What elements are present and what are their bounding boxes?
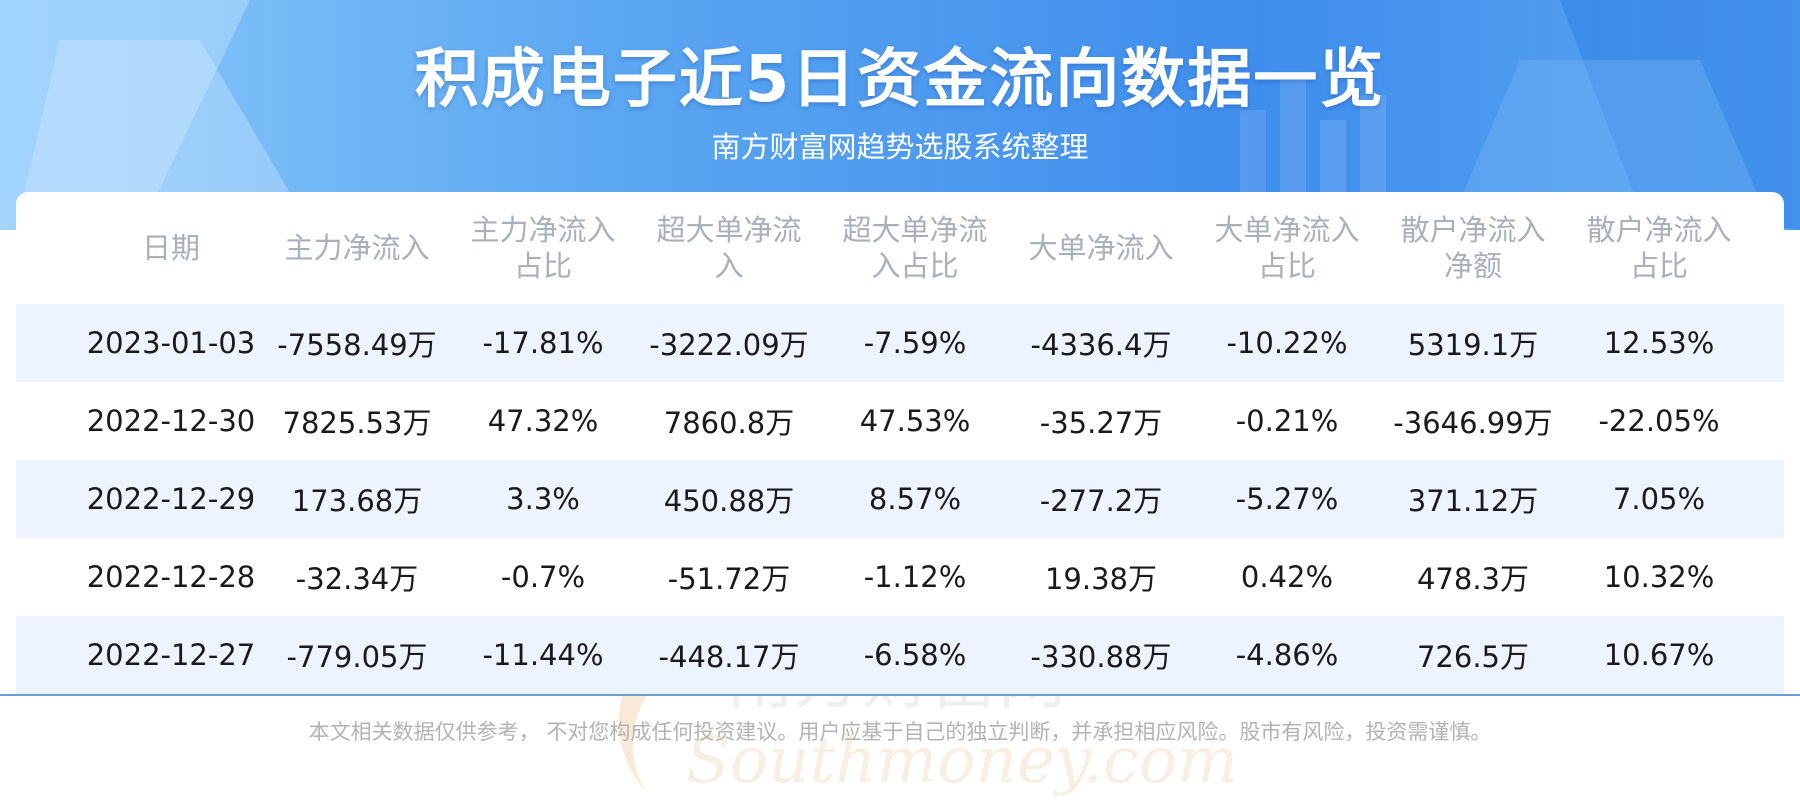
table-header: 日期 主力净流入 主力净流入 占比 超大单净流入 超大单净流 入占比 大单净流入 大… [16,192,1784,304]
cell-large-order-net-inflow: -35.27万 [1039,406,1163,440]
cell-xl-order-net-inflow-ratio: -6.58% [863,638,967,672]
cell-main-net-inflow-ratio: -0.7% [500,560,586,594]
disclaimer-text: 本文相关数据仅供参考， 不对您构成任何投资建议。用户应基于自己的独立判断，并承担… [308,720,1492,744]
cell-retail-net-inflow-ratio: 12.53% [1603,326,1715,360]
table-row: 2023-01-03 -7558.49万 -17.81% -3222.09万 -… [16,304,1784,382]
cell-large-order-net-inflow-ratio: 0.42% [1240,560,1334,594]
cell-main-net-inflow-ratio: 3.3% [506,482,580,516]
cell-xl-order-net-inflow: 450.88万 [663,484,795,518]
cell-xl-order-net-inflow: 7860.8万 [663,406,795,440]
banner-decoration [0,0,1800,230]
cell-xl-order-net-inflow: -3222.09万 [649,328,809,362]
cell-xl-order-net-inflow-ratio: 47.53% [859,404,971,438]
column-header-large-order-net-inflow-ratio: 大单净流入 占比 [1214,213,1360,283]
cell-xl-order-net-inflow: -51.72万 [667,562,791,596]
cell-main-net-inflow-ratio: -11.44% [482,638,604,672]
cell-retail-net-inflow: 5319.1万 [1407,328,1539,362]
cell-main-net-inflow-ratio: 47.32% [487,404,599,438]
cell-large-order-net-inflow: -277.2万 [1039,484,1163,518]
cell-large-order-net-inflow-ratio: -10.22% [1226,326,1348,360]
footer-divider [0,694,1800,696]
cell-retail-net-inflow-ratio: 7.05% [1612,482,1706,516]
cell-retail-net-inflow: 371.12万 [1407,484,1539,518]
cell-retail-net-inflow: 726.5万 [1416,640,1530,674]
cell-large-order-net-inflow-ratio: -5.27% [1235,482,1339,516]
cell-date: 2022-12-30 [86,404,256,438]
cell-large-order-net-inflow: -330.88万 [1030,640,1172,674]
table-row: 2022-12-29 173.68万 3.3% 450.88万 8.57% -2… [16,460,1784,538]
cell-retail-net-inflow-ratio: -22.05% [1598,404,1720,438]
column-header-xl-order-net-inflow-ratio: 超大单净流 入占比 [842,213,988,283]
cell-xl-order-net-inflow: -448.17万 [658,640,800,674]
column-header-retail-net-inflow-ratio: 散户净流入 占比 [1586,213,1732,283]
cell-xl-order-net-inflow-ratio: -1.12% [863,560,967,594]
column-header-date: 日期 [141,231,200,265]
page-subtitle: 南方财富网趋势选股系统整理 [711,130,1089,164]
column-header-large-order-net-inflow: 大单净流入 [1028,231,1174,265]
cell-main-net-inflow: 7825.53万 [282,406,432,440]
column-header-main-net-inflow: 主力净流入 [284,231,430,265]
cell-retail-net-inflow: 478.3万 [1416,562,1530,596]
cell-main-net-inflow: 173.68万 [291,484,423,518]
column-header-main-net-inflow-ratio: 主力净流入 占比 [470,213,616,283]
column-header-xl-order-net-inflow: 超大单净流入 [656,213,802,283]
cell-date: 2022-12-29 [86,482,256,516]
cell-date: 2022-12-28 [86,560,256,594]
cell-main-net-inflow-ratio: -17.81% [482,326,604,360]
cell-large-order-net-inflow-ratio: -0.21% [1235,404,1339,438]
cell-large-order-net-inflow: 19.38万 [1044,562,1158,596]
header-banner: 积成电子近5日资金流向数据一览 南方财富网趋势选股系统整理 [0,0,1800,230]
page-title: 积成电子近5日资金流向数据一览 [414,43,1386,117]
cell-xl-order-net-inflow-ratio: 8.57% [868,482,962,516]
cell-retail-net-inflow: -3646.99万 [1393,406,1553,440]
cell-xl-order-net-inflow-ratio: -7.59% [863,326,967,360]
cell-large-order-net-inflow-ratio: -4.86% [1235,638,1339,672]
cell-retail-net-inflow-ratio: 10.32% [1603,560,1715,594]
cell-date: 2022-12-27 [86,638,256,672]
cell-date: 2023-01-03 [86,326,256,360]
cell-large-order-net-inflow: -4336.4万 [1030,328,1172,362]
cell-main-net-inflow: -779.05万 [286,640,428,674]
table-row: 2022-12-28 -32.34万 -0.7% -51.72万 -1.12% … [16,538,1784,616]
column-header-retail-net-inflow: 散户净流入 净额 [1400,213,1546,283]
table-row: 2022-12-30 7825.53万 47.32% 7860.8万 47.53… [16,382,1784,460]
cell-retail-net-inflow-ratio: 10.67% [1603,638,1715,672]
cell-main-net-inflow: -7558.49万 [277,328,437,362]
data-table: 日期 主力净流入 主力净流入 占比 超大单净流入 超大单净流 入占比 大单净流入 大… [16,192,1784,798]
table-row: 2022-12-27 -779.05万 -11.44% -448.17万 -6.… [16,616,1784,694]
cell-main-net-inflow: -32.34万 [295,562,419,596]
